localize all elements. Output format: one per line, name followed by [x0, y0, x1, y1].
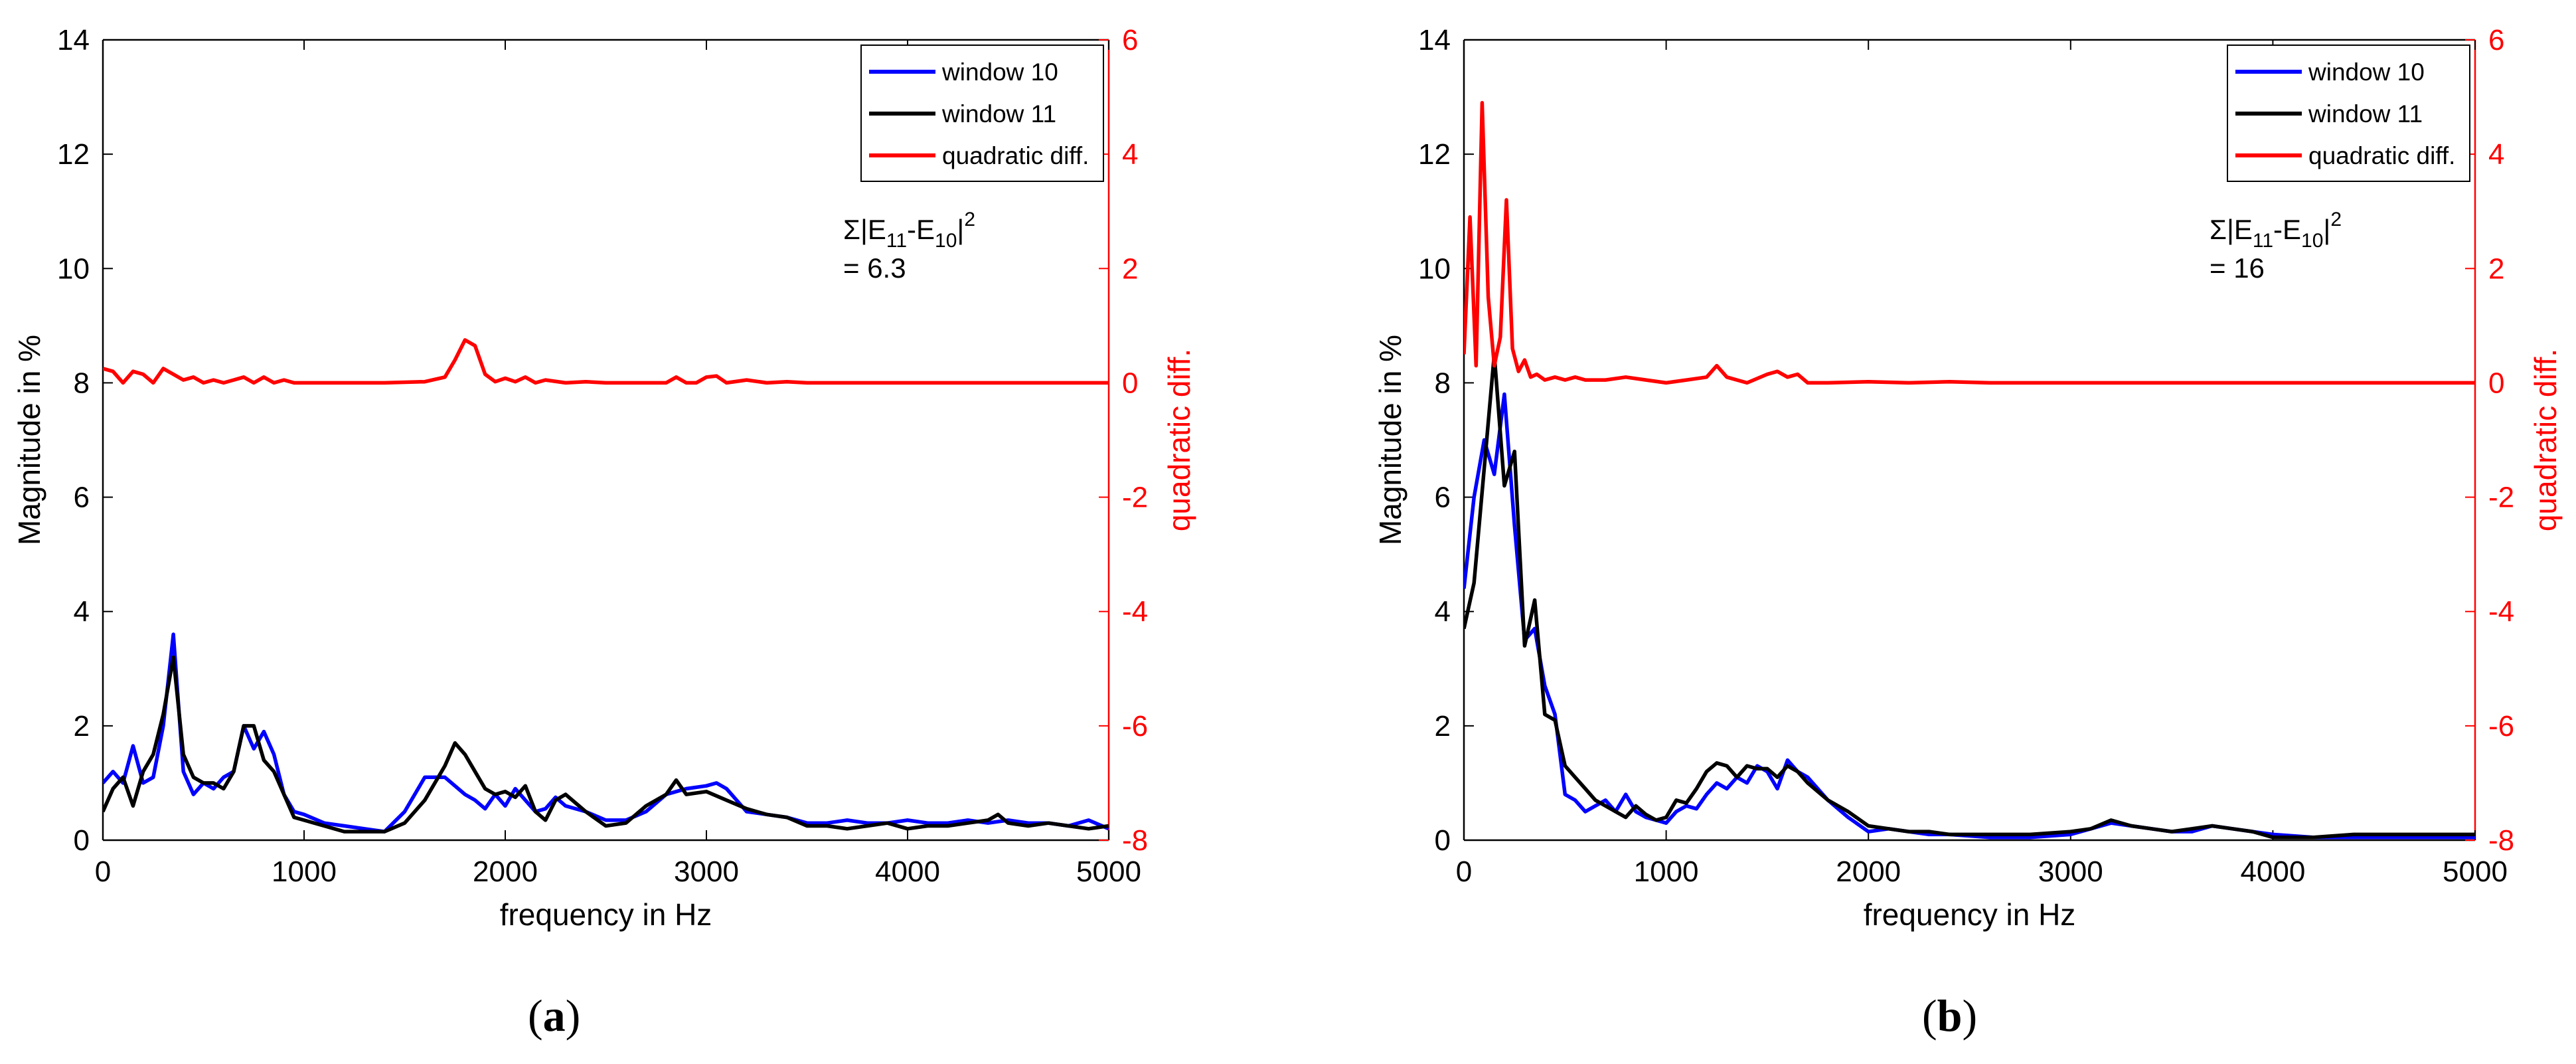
y-tick-label: 12 — [1418, 138, 1451, 171]
y2-axis-label: quadratic diff. — [1162, 349, 1196, 531]
annotation-value: = 16 — [2210, 252, 2265, 284]
x-tick-label: 3000 — [2038, 855, 2103, 888]
chart-panel-a: 0 1000 2000 3000 4000 5000 0 2 4 6 8 10 12 14 -8 -6 -4 -2… — [12, 24, 1196, 932]
x-tick-label: 2000 — [1836, 855, 1901, 888]
x-axis-label: frequency in Hz — [500, 897, 712, 932]
y2-tick-label: 2 — [1122, 252, 1138, 285]
legend-label: window 11 — [941, 100, 1056, 128]
y2-tick-label: 6 — [2488, 24, 2504, 56]
y2-tick-label: -8 — [1122, 824, 1148, 857]
y2-tick-label: -2 — [1122, 482, 1148, 514]
y-tick-label: 8 — [74, 367, 90, 399]
y2-tick-label: -6 — [1122, 710, 1148, 743]
y2-tick-label: 0 — [1122, 367, 1138, 399]
annotation-formula: Σ|E11-E10|2 — [2210, 209, 2342, 252]
annotation-value: = 6.3 — [843, 252, 906, 284]
x-tick-label: 5000 — [1076, 855, 1141, 888]
quadratic-diff-line — [103, 338, 1109, 385]
x-tick-label: 1000 — [272, 855, 337, 888]
annotation-formula: Σ|E11-E10|2 — [843, 209, 975, 252]
y2-tick-label: -4 — [1122, 596, 1148, 628]
x-tick-label: 0 — [95, 855, 111, 888]
legend-label: quadratic diff. — [942, 142, 1089, 169]
chart-panel-b: 0 1000 2000 3000 4000 5000 0 2 4 6 8 10 12 14 -8 -6 -4 -2… — [1373, 24, 2563, 932]
window-10-line — [1464, 392, 2475, 840]
window-11-line — [103, 655, 1109, 834]
y2-tick-label: 4 — [2488, 138, 2504, 171]
x-tick-label: 2000 — [473, 855, 538, 888]
y-tick-label: 8 — [1435, 367, 1451, 399]
legend-label: quadratic diff. — [2308, 142, 2455, 169]
panel-a-caption: (a) — [528, 990, 581, 1041]
y2-tick-label: -8 — [2488, 824, 2514, 857]
legend-label: window 10 — [941, 58, 1058, 86]
y-tick-label: 4 — [74, 596, 90, 628]
x-axis-label: frequency in Hz — [1864, 897, 2076, 932]
y-tick-label: 6 — [1435, 482, 1451, 514]
quadratic-diff-line — [1464, 100, 2475, 385]
y-tick-label: 0 — [74, 824, 90, 857]
window-11-line — [1464, 352, 2475, 840]
y-tick-label: 14 — [57, 24, 90, 56]
y2-tick-label: -6 — [2488, 710, 2514, 743]
y-tick-label: 4 — [1435, 596, 1451, 628]
y2-tick-label: -4 — [2488, 596, 2514, 628]
y2-axis-label: quadratic diff. — [2528, 349, 2563, 531]
y-tick-label: 6 — [74, 482, 90, 514]
y-axis-label: Magnitude in % — [1373, 335, 1408, 545]
y2-tick-label: 2 — [2488, 252, 2504, 285]
y-tick-label: 10 — [57, 252, 90, 285]
y2-tick-label: 4 — [1122, 138, 1138, 171]
window-10-line — [103, 632, 1109, 834]
panel-b-caption: (b) — [1922, 990, 1978, 1041]
y-tick-label: 2 — [74, 710, 90, 743]
y-tick-label: 2 — [1435, 710, 1451, 743]
y-tick-label: 12 — [57, 138, 90, 171]
y-tick-label: 14 — [1418, 24, 1451, 56]
legend: window 10 window 11 quadratic diff. — [2227, 44, 2470, 182]
x-tick-label: 5000 — [2443, 855, 2508, 888]
x-tick-label: 0 — [1456, 855, 1472, 888]
y-axis-label: Magnitude in % — [12, 335, 46, 545]
y2-tick-label: -2 — [2488, 482, 2514, 514]
x-tick-label: 4000 — [875, 855, 940, 888]
y2-tick-label: 0 — [2488, 367, 2504, 399]
legend-label: window 11 — [2308, 100, 2423, 128]
y-tick-label: 0 — [1435, 824, 1451, 857]
x-tick-label: 1000 — [1634, 855, 1699, 888]
x-tick-label: 3000 — [674, 855, 739, 888]
y2-tick-label: 6 — [1122, 24, 1138, 56]
y-tick-label: 10 — [1418, 252, 1451, 285]
legend: window 10 window 11 quadratic diff. — [860, 44, 1104, 182]
x-tick-label: 4000 — [2240, 855, 2305, 888]
legend-label: window 10 — [2308, 58, 2425, 86]
